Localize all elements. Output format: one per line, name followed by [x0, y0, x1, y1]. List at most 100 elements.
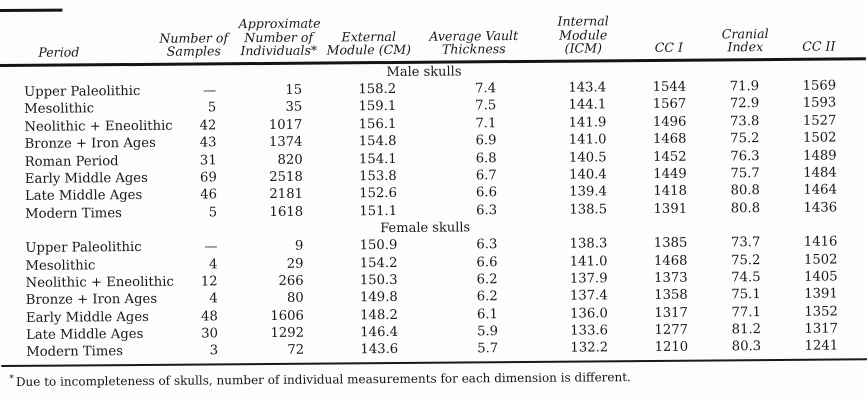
- value-cell: 1385: [653, 235, 688, 252]
- value-cell: 6.1: [476, 306, 498, 323]
- column-header-internal-module: Internal Module (ICM): [529, 13, 624, 56]
- value-cell: 159.1: [358, 99, 397, 115]
- header-line: Thickness: [441, 41, 506, 57]
- period-cell: Roman Period: [24, 153, 119, 170]
- value-cell: 1502: [802, 130, 837, 146]
- value-cell: 6.6: [475, 185, 497, 201]
- value-cell: 141.9: [568, 115, 607, 131]
- value-cell: 1502: [803, 252, 838, 268]
- value-cell: 43: [199, 135, 217, 151]
- value-cell: 149.8: [359, 290, 398, 306]
- period-cell: Early Middle Ages: [25, 309, 149, 326]
- value-cell: 141.0: [568, 132, 607, 148]
- value-cell: 1618: [269, 204, 304, 220]
- male-skulls-rows: Upper Paleolithic — 15 158.2 7.4 143.4 1544 71.…: [0, 77, 867, 223]
- value-cell: 80.8: [730, 183, 760, 199]
- value-cell: 46: [200, 187, 218, 203]
- value-cell: 1210: [654, 340, 689, 356]
- period-cell: Early Middle Ages: [24, 170, 148, 187]
- value-cell: 133.6: [570, 323, 609, 339]
- value-cell: 81.2: [731, 322, 762, 338]
- period-cell: Bronze + Iron Ages: [24, 136, 156, 153]
- value-cell: 6.2: [476, 289, 498, 305]
- value-cell: 80.3: [731, 339, 762, 355]
- value-cell: 3: [209, 343, 219, 359]
- value-cell: 1391: [653, 201, 688, 217]
- value-cell: 4: [209, 291, 218, 307]
- footnote-text: Due to incompleteness of skulls, number …: [15, 369, 631, 389]
- value-cell: 140.5: [568, 149, 607, 166]
- period-cell: Neolithic + Eneolithic: [25, 274, 174, 291]
- value-cell: 154.1: [358, 151, 397, 167]
- value-cell: 1489: [803, 148, 837, 164]
- value-cell: 80: [286, 290, 304, 307]
- value-cell: 1544: [652, 79, 687, 95]
- value-cell: 150.9: [359, 238, 398, 254]
- value-cell: 30: [201, 326, 219, 342]
- value-cell: 2518: [269, 169, 303, 185]
- value-cell: 1464: [803, 182, 837, 199]
- value-cell: 29: [286, 256, 304, 272]
- header-line: Individuals*: [240, 42, 318, 59]
- value-cell: 6.3: [476, 202, 498, 219]
- value-cell: 146.4: [360, 325, 399, 341]
- value-cell: 75.7: [730, 166, 760, 182]
- value-cell: 151.1: [359, 203, 398, 219]
- value-cell: 150.3: [359, 272, 398, 289]
- period-cell: Modern Times: [25, 205, 122, 222]
- period-cell: Modern Times: [26, 344, 124, 361]
- value-cell: 141.0: [569, 253, 608, 270]
- top-rule-fragment: [0, 8, 63, 13]
- value-cell: 143.6: [360, 342, 399, 358]
- header-line: Samples: [166, 43, 221, 60]
- value-cell: 1292: [270, 325, 305, 342]
- value-cell: 1373: [653, 270, 688, 286]
- value-cell: 136.0: [570, 305, 608, 322]
- value-cell: 1352: [804, 304, 838, 320]
- value-cell: 73.8: [729, 113, 760, 130]
- value-cell: 158.2: [358, 81, 397, 98]
- value-cell: 76.3: [730, 148, 760, 164]
- value-cell: —: [202, 83, 217, 99]
- header-line: Cranial Index: [721, 25, 769, 55]
- value-cell: 152.6: [359, 186, 398, 202]
- value-cell: 6.9: [475, 133, 497, 149]
- header-line: Period: [38, 44, 80, 61]
- value-cell: 5.7: [477, 341, 499, 357]
- header-line: Module (CM): [326, 42, 412, 58]
- period-cell: Bronze + Iron Ages: [25, 292, 158, 309]
- value-cell: 9: [294, 238, 304, 254]
- value-cell: 5: [208, 205, 218, 221]
- header-line: CC I: [654, 40, 683, 56]
- column-header-number-of-samples: Number of Samples: [149, 30, 239, 60]
- value-cell: 69: [199, 170, 217, 186]
- period-cell: Mesolithic: [24, 101, 95, 118]
- header-line: CC II: [802, 38, 836, 55]
- value-cell: 1358: [654, 287, 688, 304]
- value-cell: 1277: [654, 322, 689, 339]
- column-header-average-vault-thickness: Average Vault Thickness: [419, 28, 529, 57]
- value-cell: 6.7: [475, 168, 497, 184]
- value-cell: 1418: [653, 184, 687, 200]
- value-cell: 1391: [804, 286, 838, 303]
- value-cell: —: [204, 239, 218, 255]
- value-cell: 75.1: [731, 287, 761, 303]
- column-header-period: Period: [0, 45, 149, 60]
- value-cell: 72: [287, 343, 305, 359]
- value-cell: 75.2: [731, 252, 761, 268]
- value-cell: 42: [199, 118, 217, 134]
- value-cell: 820: [277, 152, 303, 168]
- column-header-cranial-index: Cranial Index: [694, 25, 769, 55]
- column-header-external-module: External Module (CM): [319, 29, 419, 58]
- value-cell: 1527: [802, 113, 837, 129]
- value-cell: 1436: [803, 200, 838, 216]
- value-cell: 6.6: [476, 254, 498, 270]
- value-cell: 1017: [268, 117, 303, 133]
- value-cell: 153.8: [358, 168, 397, 185]
- value-cell: 6.3: [476, 237, 498, 253]
- value-cell: 73.7: [730, 235, 761, 251]
- value-cell: 1569: [802, 78, 837, 94]
- value-cell: 1317: [804, 321, 839, 337]
- value-cell: 139.4: [569, 184, 607, 200]
- value-cell: 1317: [654, 305, 688, 321]
